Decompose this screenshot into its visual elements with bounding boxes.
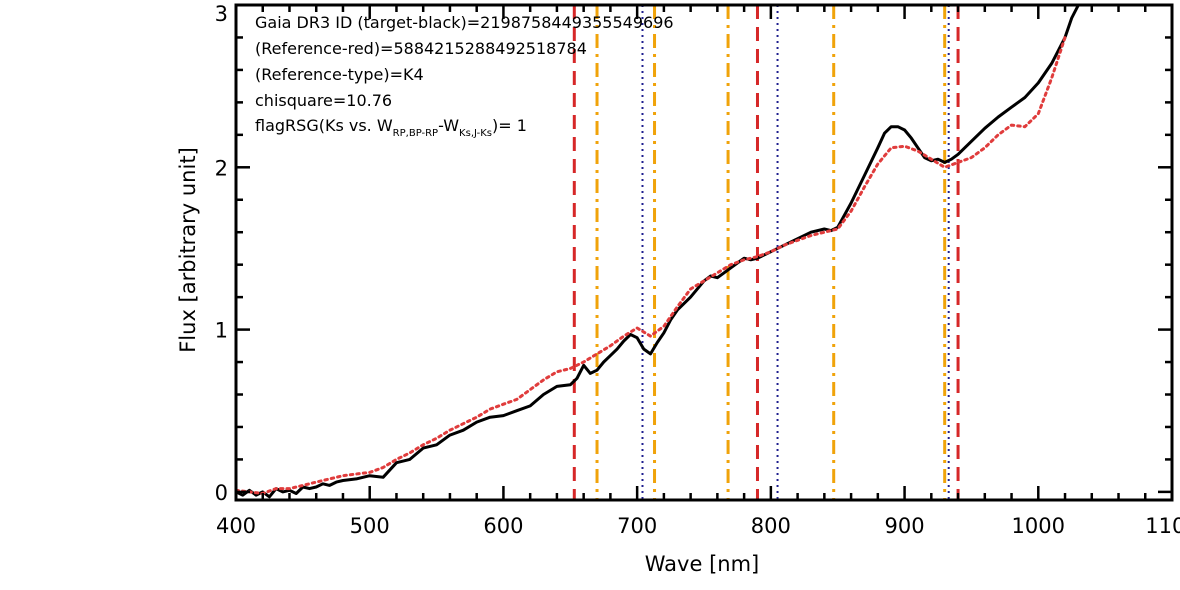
y-tick-label: 3 — [215, 2, 228, 26]
plot-frame — [234, 3, 1174, 502]
vertical-lines — [572, 5, 960, 500]
series-lines — [236, 5, 1080, 499]
annotation-line-1: Gaia DR3 ID (target-black)=2198758449355… — [255, 13, 674, 32]
x-tick-label: 900 — [885, 514, 925, 538]
x-tick-label: 800 — [751, 514, 791, 538]
x-tick-label: 600 — [483, 514, 523, 538]
annotation-line-5-mid: -W — [438, 116, 459, 135]
x-tick-label: 1000 — [1012, 514, 1065, 538]
annotation-line-5-prefix: flagRSG(Ks vs. W — [255, 116, 393, 135]
reference-spectrum-line — [236, 36, 1067, 495]
annotation-block: Gaia DR3 ID (target-black)=2198758449355… — [255, 13, 674, 139]
y-tick-label: 2 — [215, 156, 228, 180]
x-tick-label: 700 — [617, 514, 657, 538]
annotation-line-5: flagRSG(Ks vs. WRP,BP-RP-WKs,J-Ks)= 1 — [255, 116, 527, 139]
annotation-line-4: chisquare=10.76 — [255, 91, 392, 110]
y-axis-label: Flux [arbitrary unit] — [176, 147, 200, 353]
annotation-line-5-sub2: Ks,J-Ks — [459, 128, 492, 139]
x-axis-label: Wave [nm] — [645, 552, 759, 576]
annotation-line-2: (Reference-red)=5884215288492518784 — [255, 39, 587, 58]
x-tick-label: 500 — [350, 514, 390, 538]
y-tick-label: 0 — [215, 481, 228, 505]
annotation-line-3: (Reference-type)=K4 — [255, 65, 424, 84]
annotation-line-5-sub1: RP,BP-RP — [393, 128, 438, 139]
x-tick-label: 400 — [216, 514, 256, 538]
annotation-line-5-suffix: )= 1 — [492, 116, 527, 135]
y-tick-label: 1 — [215, 319, 228, 343]
